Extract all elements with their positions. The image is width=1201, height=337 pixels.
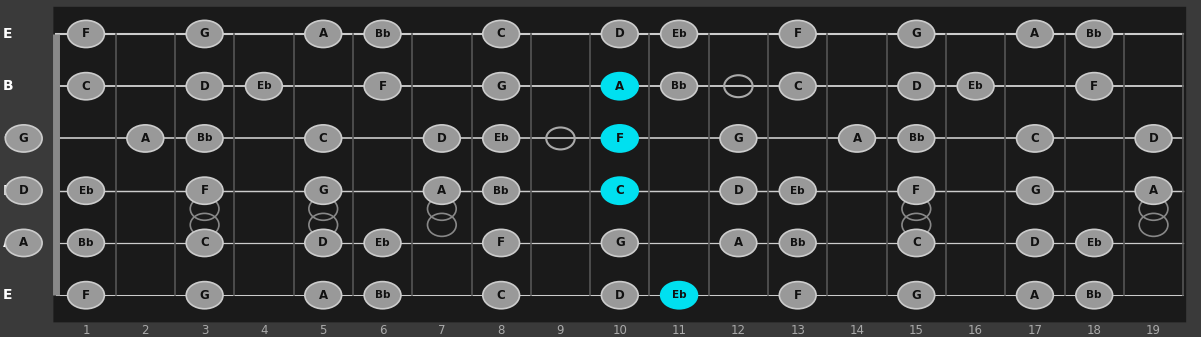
Ellipse shape (483, 282, 520, 309)
Ellipse shape (424, 125, 460, 152)
Text: D: D (615, 27, 625, 40)
Text: Bb: Bb (375, 290, 390, 300)
Text: A: A (318, 289, 328, 302)
Text: C: C (201, 237, 209, 249)
Ellipse shape (186, 73, 223, 100)
Text: Eb: Eb (79, 186, 94, 196)
Text: E: E (2, 27, 12, 41)
Text: Bb: Bb (1087, 290, 1103, 300)
Text: 15: 15 (909, 324, 924, 337)
Ellipse shape (1076, 73, 1112, 100)
Text: D: D (615, 289, 625, 302)
Ellipse shape (779, 282, 817, 309)
Ellipse shape (186, 20, 223, 48)
Text: G: G (318, 184, 328, 197)
Text: Eb: Eb (968, 81, 982, 91)
Ellipse shape (779, 229, 817, 256)
Text: D: D (2, 184, 14, 198)
Ellipse shape (5, 229, 42, 256)
Text: G: G (912, 289, 921, 302)
Ellipse shape (779, 20, 817, 48)
Ellipse shape (1135, 177, 1172, 204)
Ellipse shape (721, 229, 757, 256)
Text: F: F (378, 80, 387, 93)
Ellipse shape (1135, 125, 1172, 152)
Text: Eb: Eb (494, 133, 508, 144)
Text: 14: 14 (849, 324, 865, 337)
Ellipse shape (602, 20, 638, 48)
Text: Eb: Eb (671, 290, 687, 300)
Text: G: G (199, 27, 209, 40)
Text: C: C (497, 27, 506, 40)
Text: 11: 11 (671, 324, 687, 337)
Text: D: D (318, 237, 328, 249)
Ellipse shape (602, 229, 638, 256)
Ellipse shape (5, 177, 42, 204)
Text: Bb: Bb (78, 238, 94, 248)
Ellipse shape (186, 177, 223, 204)
Text: D: D (1148, 132, 1159, 145)
Ellipse shape (779, 73, 817, 100)
Ellipse shape (127, 125, 163, 152)
Ellipse shape (1016, 177, 1053, 204)
Ellipse shape (364, 73, 401, 100)
Ellipse shape (67, 282, 104, 309)
Text: 2: 2 (142, 324, 149, 337)
Text: G: G (19, 132, 29, 145)
Text: A: A (615, 80, 625, 93)
Text: F: F (616, 132, 623, 145)
Text: 3: 3 (201, 324, 208, 337)
Text: F: F (1091, 80, 1098, 93)
Ellipse shape (305, 282, 341, 309)
Text: G: G (734, 132, 743, 145)
Text: A: A (1149, 184, 1158, 197)
Ellipse shape (186, 282, 223, 309)
Ellipse shape (898, 229, 934, 256)
Text: 19: 19 (1146, 324, 1161, 337)
Text: A: A (1030, 27, 1040, 40)
Ellipse shape (67, 177, 104, 204)
Text: G: G (496, 80, 506, 93)
Text: A: A (318, 27, 328, 40)
Text: A: A (853, 132, 861, 145)
Text: 12: 12 (731, 324, 746, 337)
Ellipse shape (602, 177, 638, 204)
Text: 8: 8 (497, 324, 504, 337)
Ellipse shape (661, 20, 698, 48)
Ellipse shape (1016, 20, 1053, 48)
Text: 13: 13 (790, 324, 805, 337)
Text: G: G (199, 289, 209, 302)
Text: F: F (82, 27, 90, 40)
Text: Bb: Bb (671, 81, 687, 91)
Text: 18: 18 (1087, 324, 1101, 337)
Ellipse shape (1016, 229, 1053, 256)
Ellipse shape (1016, 125, 1053, 152)
Text: D: D (437, 132, 447, 145)
Text: Eb: Eb (257, 81, 271, 91)
Text: A: A (19, 237, 29, 249)
Ellipse shape (898, 282, 934, 309)
Ellipse shape (364, 282, 401, 309)
Text: D: D (199, 80, 209, 93)
Ellipse shape (661, 73, 698, 100)
Ellipse shape (602, 73, 638, 100)
Text: C: C (497, 289, 506, 302)
Ellipse shape (364, 229, 401, 256)
Ellipse shape (305, 229, 341, 256)
Text: 16: 16 (968, 324, 984, 337)
Ellipse shape (721, 125, 757, 152)
FancyBboxPatch shape (53, 7, 1187, 323)
Text: Bb: Bb (909, 133, 924, 144)
Ellipse shape (898, 125, 934, 152)
Ellipse shape (305, 177, 341, 204)
Ellipse shape (186, 229, 223, 256)
Text: 5: 5 (319, 324, 327, 337)
Ellipse shape (245, 73, 282, 100)
Text: C: C (318, 132, 328, 145)
Text: D: D (1030, 237, 1040, 249)
Text: G: G (1030, 184, 1040, 197)
Ellipse shape (5, 125, 42, 152)
Text: F: F (794, 27, 802, 40)
Ellipse shape (305, 20, 341, 48)
